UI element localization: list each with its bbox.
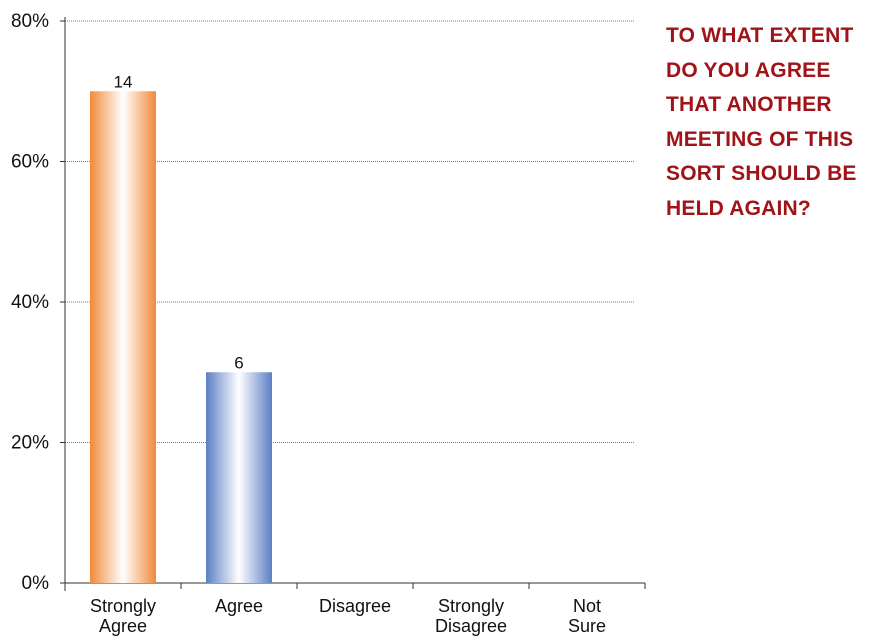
labels: 0% 20% 40% 60% 80% 14 6 Strongly Agree Agree Disag…	[11, 11, 606, 636]
y-tick-label: 20%	[11, 433, 49, 454]
bar-agree	[206, 372, 272, 583]
x-category-label: Disagree	[319, 596, 391, 616]
chart-area: 0% 20% 40% 60% 80% 14 6 Strongly Agree Agree Disag…	[11, 11, 646, 636]
bar-chart: 0% 20% 40% 60% 80% 14 6 Strongly Agree Agree Disag…	[11, 11, 646, 636]
y-tick-label: 80%	[11, 11, 49, 32]
bar-strongly-agree	[90, 91, 156, 583]
axes	[60, 17, 646, 591]
bar-value-label: 6	[234, 353, 243, 372]
bar-value-label: 14	[114, 72, 133, 91]
x-category-label: Not Sure	[568, 596, 606, 636]
x-category-label: Agree	[215, 596, 263, 616]
grid-lines	[65, 20, 634, 443]
y-tick-label: 0%	[22, 573, 50, 594]
x-category-label: Strongly Disagree	[435, 596, 507, 636]
y-tick-label: 60%	[11, 152, 49, 173]
x-category-label: Strongly Agree	[90, 596, 156, 636]
bars	[90, 91, 272, 583]
y-tick-label: 40%	[11, 292, 49, 313]
survey-question-title: TO WHAT EXTENT DO YOU AGREE THAT ANOTHER…	[666, 24, 857, 220]
